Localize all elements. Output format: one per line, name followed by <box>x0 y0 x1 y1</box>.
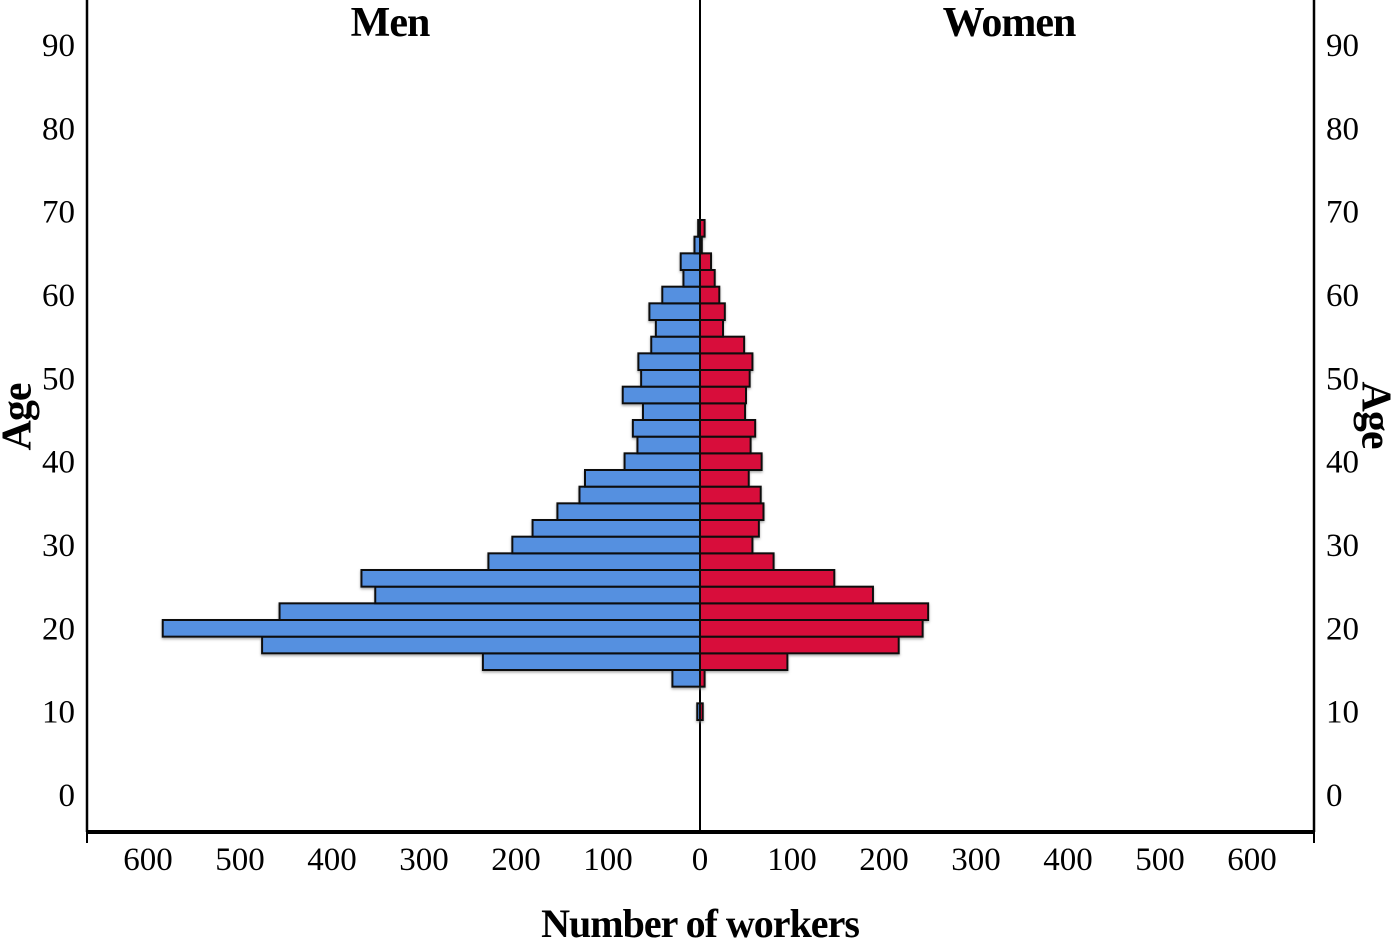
women-bar-age-27 <box>699 552 775 571</box>
y-tick-right-30: 30 <box>1326 528 1359 564</box>
men-bar-age-33 <box>556 502 702 522</box>
y-tick-left-20: 20 <box>42 611 75 647</box>
y-tick-right-80: 80 <box>1326 111 1359 147</box>
x-tick-12: 600 <box>1227 842 1277 878</box>
women-bar-age-39 <box>699 452 763 472</box>
x-tick-10: 400 <box>1043 842 1093 878</box>
y-tick-right-20: 20 <box>1326 611 1359 647</box>
men-bar-age-23 <box>374 585 701 605</box>
x-tick-6: 0 <box>692 842 709 878</box>
y-tick-right-60: 60 <box>1326 278 1359 314</box>
women-bar-age-9 <box>699 702 704 721</box>
women-bar-age-25 <box>699 569 836 588</box>
women-bar-age-55 <box>699 319 724 338</box>
x-axis-title: Number of workers <box>541 901 860 946</box>
women-bar-age-23 <box>699 585 874 605</box>
y-tick-left-40: 40 <box>42 445 75 481</box>
y-tick-left-50: 50 <box>42 361 75 397</box>
women-bar-age-31 <box>699 519 760 538</box>
women-bar-age-47 <box>699 385 747 405</box>
men-bar-age-21 <box>278 602 701 621</box>
x-tick-5: 100 <box>583 842 633 878</box>
men-bar-age-63 <box>679 252 701 271</box>
men-bar-age-35 <box>578 485 701 505</box>
y-tick-left-10: 10 <box>42 695 75 731</box>
men-bar-age-61 <box>682 269 702 288</box>
women-bar-age-15 <box>699 652 789 671</box>
men-bar-age-57 <box>648 302 702 322</box>
men-bar-age-41 <box>636 435 702 455</box>
women-bar-age-45 <box>699 402 747 422</box>
women-bar-age-37 <box>699 469 750 488</box>
women-bar-age-41 <box>699 435 752 455</box>
x-tick-4: 200 <box>491 842 541 878</box>
y-tick-right-0: 0 <box>1326 778 1343 814</box>
women-bar-age-35 <box>699 485 762 505</box>
women-bar-age-49 <box>699 369 751 388</box>
y-tick-left-70: 70 <box>42 195 75 231</box>
x-tick-9: 300 <box>951 842 1001 878</box>
y-axis-title-right: Age <box>1352 381 1399 449</box>
women-bar-age-29 <box>699 535 754 555</box>
x-tick-2: 400 <box>307 842 357 878</box>
men-bar-age-27 <box>487 552 701 571</box>
y-tick-left-30: 30 <box>42 528 75 564</box>
men-bar-age-59 <box>661 285 702 305</box>
y-tick-right-90: 90 <box>1326 28 1359 64</box>
women-bar-age-17 <box>699 635 900 655</box>
men-bar-age-49 <box>640 369 701 388</box>
women-bar-age-53 <box>699 335 746 355</box>
y-tick-left-0: 0 <box>59 778 76 814</box>
men-bar-age-43 <box>631 419 702 438</box>
y-tick-right-40: 40 <box>1326 445 1359 481</box>
women-bar-age-43 <box>699 419 757 438</box>
men-panel-title: Men <box>350 0 431 46</box>
men-bar-age-53 <box>650 335 701 355</box>
women-bar-age-13 <box>699 669 706 688</box>
women-bar-age-51 <box>699 352 754 372</box>
men-bar-age-17 <box>261 635 701 655</box>
women-bar-age-61 <box>699 269 716 288</box>
women-bar-age-33 <box>699 502 765 522</box>
men-bar-age-51 <box>637 352 701 372</box>
x-tick-8: 200 <box>859 842 909 878</box>
bars-group <box>161 219 930 721</box>
x-tick-3: 300 <box>399 842 449 878</box>
men-bar-age-39 <box>623 452 701 472</box>
men-bar-age-13 <box>671 669 702 688</box>
men-bar-age-37 <box>584 469 701 488</box>
y-tick-left-90: 90 <box>42 28 75 64</box>
y-tick-right-50: 50 <box>1326 361 1359 397</box>
women-bar-age-21 <box>699 602 930 621</box>
women-bar-age-67 <box>699 219 706 238</box>
y-tick-right-10: 10 <box>1326 695 1359 731</box>
y-tick-left-60: 60 <box>42 278 75 314</box>
x-tick-7: 100 <box>767 842 817 878</box>
women-panel-title: Women <box>942 0 1077 46</box>
men-bar-age-25 <box>360 569 701 588</box>
women-bar-age-59 <box>699 285 721 305</box>
women-bar-age-65 <box>699 235 703 255</box>
y-tick-left-80: 80 <box>42 111 75 147</box>
men-bar-age-45 <box>641 402 702 422</box>
x-tick-11: 500 <box>1135 842 1185 878</box>
men-bar-age-29 <box>511 535 701 555</box>
men-bar-age-31 <box>531 519 701 538</box>
x-tick-1: 500 <box>215 842 265 878</box>
men-bar-age-47 <box>621 385 701 405</box>
y-tick-right-70: 70 <box>1326 195 1359 231</box>
women-bar-age-57 <box>699 302 726 322</box>
men-bar-age-55 <box>654 319 702 338</box>
women-bar-age-63 <box>699 252 713 271</box>
y-axis-title-left: Age <box>0 383 41 451</box>
men-bar-age-19 <box>161 619 702 638</box>
x-tick-0: 600 <box>123 842 173 878</box>
women-bar-age-19 <box>699 619 924 638</box>
men-bar-age-15 <box>481 652 701 671</box>
